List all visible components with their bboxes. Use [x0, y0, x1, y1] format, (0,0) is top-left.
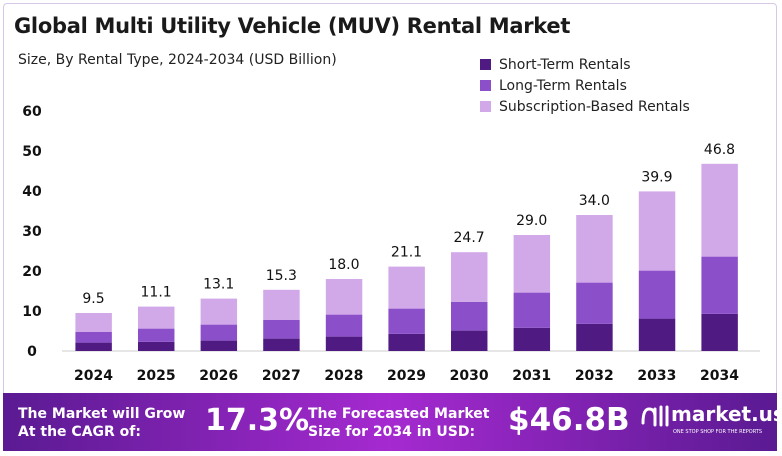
bar-segment	[701, 256, 738, 314]
x-tick-label: 2026	[199, 368, 238, 384]
bar-segment	[138, 306, 175, 329]
y-tick-label: 10	[22, 304, 42, 320]
bar-segment	[638, 191, 676, 271]
x-tick-label: 2027	[262, 368, 301, 384]
bar-segment	[75, 342, 112, 351]
cagr-label: The Market will Grow At the CAGR of:	[18, 406, 186, 440]
x-tick-label: 2024	[74, 368, 113, 384]
bar-segment	[451, 301, 488, 331]
bar-segment	[325, 336, 363, 351]
bar-segment	[638, 318, 676, 351]
bar-segment	[325, 314, 363, 337]
legend: Short-Term Rentals Long-Term Rentals Sub…	[480, 54, 690, 117]
bar-segment	[263, 338, 300, 351]
bar-segment	[701, 313, 738, 351]
legend-item: Long-Term Rentals	[480, 75, 690, 96]
bar-segment	[576, 215, 613, 283]
x-tick-label: 2034	[700, 368, 739, 384]
bar-segment	[701, 163, 738, 257]
bar-segment	[75, 313, 112, 332]
legend-item: Short-Term Rentals	[480, 54, 690, 75]
bar-total-label: 18.0	[328, 257, 359, 273]
bar-total-label: 11.1	[141, 285, 172, 301]
bar-segment	[263, 289, 300, 320]
chart-plot: 01020304050609.5202411.1202513.1202615.3…	[22, 104, 760, 384]
bar-segment	[638, 270, 676, 319]
legend-label: Subscription-Based Rentals	[499, 98, 690, 115]
chart-title: Global Multi Utility Vehicle (MUV) Renta…	[14, 14, 571, 38]
legend-swatch	[480, 101, 491, 112]
bar-segment	[200, 298, 238, 325]
bar-segment	[576, 323, 613, 351]
cagr-value: 17.3%	[205, 403, 310, 438]
bar-segment	[513, 327, 551, 351]
y-tick-label: 40	[22, 184, 42, 200]
legend-swatch	[480, 59, 491, 70]
legend-label: Long-Term Rentals	[499, 77, 627, 94]
bar-total-label: 46.8	[704, 142, 735, 158]
bar-total-label: 39.9	[641, 169, 672, 185]
bar-segment	[513, 235, 551, 293]
x-tick-label: 2025	[137, 368, 176, 384]
y-tick-label: 30	[22, 224, 42, 240]
y-tick-label: 60	[22, 104, 42, 120]
forecast-value: $46.8B	[508, 402, 630, 438]
bar-segment	[388, 333, 425, 351]
x-tick-label: 2029	[387, 368, 426, 384]
market-us-logo: market.us ONE STOP SHOP FOR THE REPORTS	[639, 401, 782, 445]
summary-banner: The Market will Grow At the CAGR of: 17.…	[3, 393, 782, 451]
legend-swatch	[480, 80, 491, 91]
chart-subtitle: Size, By Rental Type, 2024-2034 (USD Bil…	[18, 52, 337, 68]
bar-segment	[513, 292, 551, 328]
bar-total-label: 24.7	[454, 230, 485, 246]
bar-segment	[388, 308, 425, 334]
x-tick-label: 2032	[575, 368, 614, 384]
bar-segment	[576, 282, 613, 324]
bar-segment	[263, 319, 300, 339]
x-tick-label: 2030	[450, 368, 489, 384]
logo-icon	[641, 405, 669, 427]
x-tick-label: 2031	[512, 368, 551, 384]
y-tick-label: 50	[22, 144, 42, 160]
logo-text: market.us	[671, 402, 782, 426]
bar-total-label: 9.5	[82, 291, 104, 307]
bar-segment	[388, 266, 425, 309]
bar-segment	[75, 332, 112, 343]
y-tick-label: 0	[27, 344, 37, 360]
bar-segment	[451, 330, 488, 351]
bar-total-label: 13.1	[203, 277, 234, 293]
legend-item: Subscription-Based Rentals	[480, 96, 690, 117]
bar-segment	[200, 324, 238, 341]
bar-segment	[325, 279, 363, 315]
bar-total-label: 34.0	[579, 193, 610, 209]
y-tick-label: 20	[22, 264, 42, 280]
x-tick-label: 2028	[324, 368, 363, 384]
bar-segment	[138, 341, 175, 351]
bar-segment	[200, 340, 238, 351]
logo-tagline: ONE STOP SHOP FOR THE REPORTS	[673, 429, 763, 435]
legend-label: Short-Term Rentals	[499, 56, 631, 73]
forecast-label: The Forecasted Market Size for 2034 in U…	[308, 406, 490, 440]
bar-total-label: 29.0	[516, 213, 547, 229]
bar-total-label: 21.1	[391, 245, 422, 261]
bar-segment	[451, 252, 488, 302]
bar-segment	[138, 328, 175, 342]
x-tick-label: 2033	[637, 368, 676, 384]
bar-total-label: 15.3	[266, 268, 297, 284]
